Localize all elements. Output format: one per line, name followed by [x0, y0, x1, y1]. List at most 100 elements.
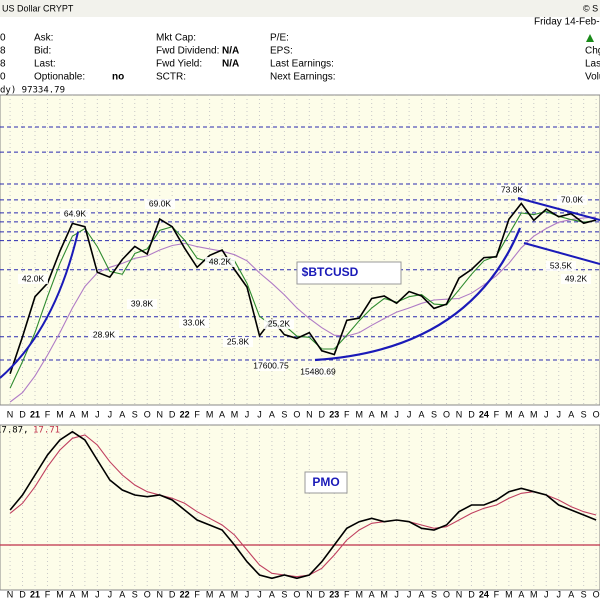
x-tick-label: J	[394, 409, 399, 419]
x-tick-label: A	[518, 589, 524, 599]
x-tick-label: 22	[180, 409, 190, 419]
x-tick-label: N	[156, 589, 163, 599]
annotation: 33.0K	[183, 317, 206, 327]
x-tick-label: S	[431, 589, 437, 599]
x-tick-label: O	[443, 409, 450, 419]
x-tick-label: F	[494, 409, 500, 419]
annotation: 42.0K	[22, 273, 45, 283]
x-tick-label: A	[369, 589, 375, 599]
pmo-panel	[0, 424, 600, 591]
x-tick-label: M	[231, 409, 239, 419]
x-tick-label: D	[319, 409, 326, 419]
x-tick-label: S	[431, 409, 437, 419]
x-tick-label: N	[456, 409, 463, 419]
annotation: 15480.69	[300, 366, 336, 376]
quote-label: Fwd Dividend:	[156, 46, 219, 57]
annotation: 73.8K	[501, 184, 524, 194]
quote-value: no	[112, 72, 124, 83]
annotation-box	[557, 195, 587, 205]
pmo-box	[304, 471, 348, 494]
x-tick-label: O	[144, 589, 151, 599]
x-tick-label: D	[169, 589, 176, 599]
x-tick-label: J	[257, 589, 262, 599]
annotation: 70.0K	[561, 194, 584, 204]
annotation: 25.2K	[268, 318, 291, 328]
x-tick-label: A	[269, 589, 275, 599]
quote-label: Next Earnings:	[270, 72, 336, 83]
copyright: © S	[583, 3, 598, 13]
pmo-readout: 17.87,	[0, 426, 29, 436]
x-tick-label: 23	[329, 409, 339, 419]
x-tick-label: J	[556, 409, 561, 419]
x-tick-label: A	[219, 409, 225, 419]
pmo-signal-readout: 17.71	[33, 426, 60, 436]
x-tick-label: N	[7, 589, 14, 599]
x-tick-label: M	[355, 409, 363, 419]
quote-label: Fwd Yield:	[156, 59, 202, 70]
x-tick-label: N	[7, 409, 14, 419]
x-tick-label: F	[194, 409, 200, 419]
annotation-box	[18, 274, 48, 284]
x-tick-label: F	[194, 589, 200, 599]
x-tick-label: N	[456, 589, 463, 599]
x-tick-label: N	[306, 409, 313, 419]
quote-label: P/E:	[270, 33, 289, 44]
annotation-box	[60, 209, 90, 219]
annotation-box	[127, 299, 157, 309]
channel-line	[517, 197, 600, 221]
x-tick-label: J	[245, 589, 250, 599]
pmo-label: PMO	[312, 475, 339, 489]
x-tick-label: O	[593, 589, 600, 599]
x-tick-label: A	[219, 589, 225, 599]
x-tick-label: A	[119, 409, 125, 419]
x-tick-label: M	[206, 589, 214, 599]
x-tick-label: 24	[479, 409, 489, 419]
x-tick-label: S	[132, 589, 138, 599]
x-tick-label: 21	[30, 409, 40, 419]
x-tick-label: D	[169, 409, 176, 419]
annotation-box	[256, 361, 286, 371]
quote-label: EPS:	[270, 46, 293, 57]
x-tick-label: M	[530, 409, 538, 419]
x-tick-label: D	[19, 409, 26, 419]
series-line	[9, 202, 597, 374]
quote-value: 0	[0, 72, 6, 83]
x-tick-label: 21	[30, 589, 40, 599]
x-tick-label: O	[443, 589, 450, 599]
trend-curve	[0, 231, 79, 379]
x-tick-label: M	[505, 589, 513, 599]
x-tick-label: A	[568, 589, 574, 599]
x-tick-label: J	[407, 589, 412, 599]
x-tick-label: J	[245, 409, 250, 419]
title-bar	[0, 0, 600, 17]
price-readout: dy) 97334.79	[0, 86, 65, 96]
annotation-box	[264, 319, 294, 329]
x-tick-label: D	[468, 409, 475, 419]
annotation-box	[561, 274, 591, 284]
series-line	[9, 430, 597, 580]
x-tick-label: S	[581, 589, 587, 599]
x-tick-label: J	[544, 589, 549, 599]
x-tick-label: M	[530, 589, 538, 599]
x-tick-label: A	[419, 409, 425, 419]
x-tick-label: A	[419, 589, 425, 599]
x-tick-label: S	[281, 589, 287, 599]
x-tick-label: J	[95, 589, 100, 599]
x-tick-label: M	[505, 409, 513, 419]
annotation-box	[497, 185, 527, 195]
quote-value: N/A	[222, 59, 239, 70]
symbol-box	[296, 261, 402, 285]
quote-label: Last:	[34, 59, 56, 70]
x-tick-label: M	[380, 409, 388, 419]
x-tick-label: 23	[329, 589, 339, 599]
x-tick-label: J	[257, 409, 262, 419]
quote-label: Ask:	[34, 33, 53, 44]
quote-label: Optionable:	[34, 72, 85, 83]
x-tick-label: M	[380, 589, 388, 599]
annotation: 49.2K	[565, 273, 588, 283]
quote-label: Las	[585, 59, 600, 70]
x-tick-label: D	[319, 589, 326, 599]
x-tick-label: F	[45, 409, 51, 419]
x-tick-label: J	[544, 409, 549, 419]
